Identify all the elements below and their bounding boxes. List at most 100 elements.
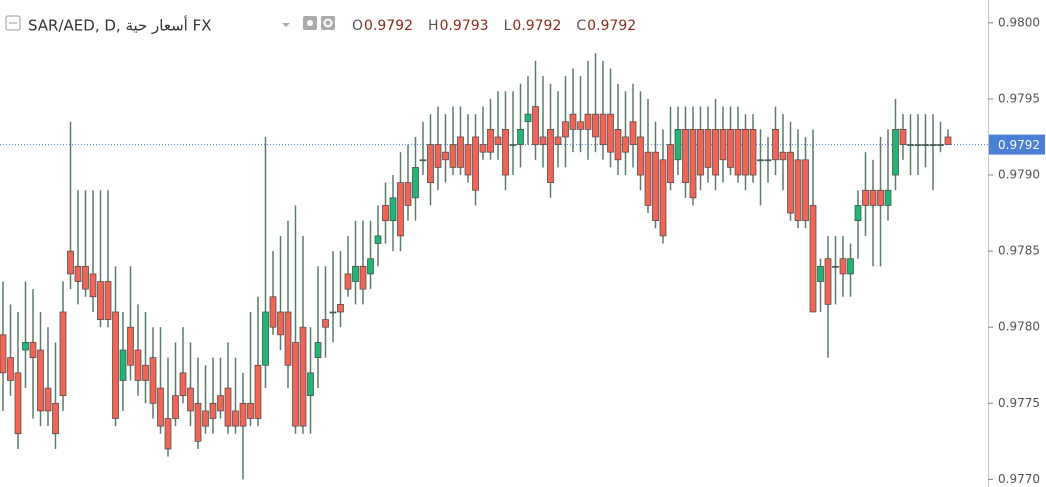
- candle-body: [727, 129, 734, 168]
- candle-body: [449, 144, 457, 168]
- candle-body: [674, 129, 682, 161]
- candle-body: [269, 296, 277, 328]
- candle-body: [479, 144, 487, 153]
- candle-body: [704, 129, 712, 168]
- plot: [0, 53, 988, 480]
- candle-body: [22, 342, 29, 351]
- candle-body: [787, 151, 794, 214]
- candle-body: [824, 258, 832, 305]
- candle-body: [29, 342, 37, 358]
- dropdown-arrow[interactable]: [282, 23, 290, 27]
- candle-body: [734, 129, 742, 176]
- candle-body: [277, 311, 284, 336]
- candle-body: [329, 311, 337, 314]
- candle-body: [682, 129, 689, 183]
- candle-body: [52, 402, 59, 435]
- candle-body: [367, 258, 374, 275]
- candle-body: [862, 189, 869, 206]
- y-tick-label: 0.9780: [998, 320, 1040, 334]
- candle-body: [817, 265, 824, 282]
- candle-body: [547, 129, 554, 183]
- candle-body: [97, 281, 104, 320]
- candle-body: [877, 189, 884, 206]
- candle-body: [772, 129, 779, 161]
- ohlc-key: H: [428, 18, 439, 34]
- candle-body: [352, 265, 359, 282]
- candle-body: [397, 182, 404, 237]
- candle-body: [592, 113, 599, 138]
- candle-body: [37, 349, 44, 412]
- candle-body: [442, 151, 449, 161]
- y-tick-label: 0.9795: [998, 91, 1040, 105]
- candle-body: [659, 159, 667, 237]
- candle-body: [539, 136, 547, 145]
- candle-body: [907, 144, 914, 146]
- candle-body: [794, 159, 802, 222]
- candle-body: [134, 349, 142, 381]
- candle-body: [359, 265, 367, 290]
- candle-body: [434, 144, 442, 168]
- candle-body: [764, 159, 772, 162]
- candle-body: [419, 159, 427, 162]
- candle-body: [412, 167, 419, 199]
- candle-body: [502, 129, 509, 176]
- candle-body: [922, 144, 929, 146]
- candle-body: [719, 129, 727, 161]
- candle-body: [914, 144, 922, 146]
- candle-body: [157, 387, 164, 427]
- candle-body: [749, 129, 757, 176]
- candle-body: [524, 113, 532, 123]
- price-tag-label: 0.9792: [998, 138, 1040, 152]
- candle-body: [779, 151, 787, 161]
- candle-body: [629, 121, 637, 145]
- candle-body: [644, 151, 652, 206]
- candle-body: [307, 372, 314, 397]
- candle-body: [839, 258, 847, 275]
- candle-body: [697, 129, 704, 176]
- candle-body: [757, 159, 764, 162]
- candle-body: [217, 395, 224, 412]
- candle-body: [577, 121, 584, 130]
- candle-body: [247, 402, 254, 419]
- candle-body: [7, 357, 14, 381]
- settings-icon[interactable]: [321, 16, 335, 30]
- candle-body: [847, 258, 854, 275]
- candle-body: [832, 265, 839, 268]
- candle-body: [89, 273, 97, 298]
- candle-body: [344, 273, 352, 290]
- candle-body: [322, 319, 329, 328]
- candle-body: [712, 129, 719, 176]
- candle-body: [517, 129, 524, 145]
- candle-body: [262, 311, 269, 366]
- candle-body: [314, 342, 322, 358]
- candle-body: [637, 136, 644, 176]
- candle-body: [299, 326, 307, 427]
- candle-body: [937, 144, 944, 146]
- candle-body: [472, 136, 479, 191]
- candle-body: [82, 265, 89, 290]
- candle-body: [464, 144, 472, 176]
- y-tick-label: 0.9790: [998, 168, 1040, 182]
- candle-body: [404, 182, 412, 206]
- candle-body: [457, 136, 464, 168]
- candle-body: [284, 311, 292, 366]
- visibility-icon-eye: [307, 20, 313, 26]
- candle-body: [254, 364, 262, 419]
- candle-body: [127, 326, 134, 366]
- candle-body: [224, 387, 232, 427]
- ohlc-value: 0.9792: [587, 18, 636, 34]
- candle-body: [884, 189, 892, 206]
- candle-body: [509, 144, 517, 146]
- candle-body: [427, 144, 434, 183]
- candle-body: [869, 189, 877, 206]
- candle-body: [487, 129, 494, 153]
- candle-body: [562, 121, 569, 138]
- candle-body: [187, 387, 194, 412]
- ohlc-key: C: [576, 18, 586, 34]
- candle-body: [742, 129, 749, 176]
- candle-body: [0, 334, 7, 374]
- candle-body: [667, 144, 674, 183]
- symbol-title[interactable]: SAR/AED, D, أسعار حية FX: [28, 16, 212, 35]
